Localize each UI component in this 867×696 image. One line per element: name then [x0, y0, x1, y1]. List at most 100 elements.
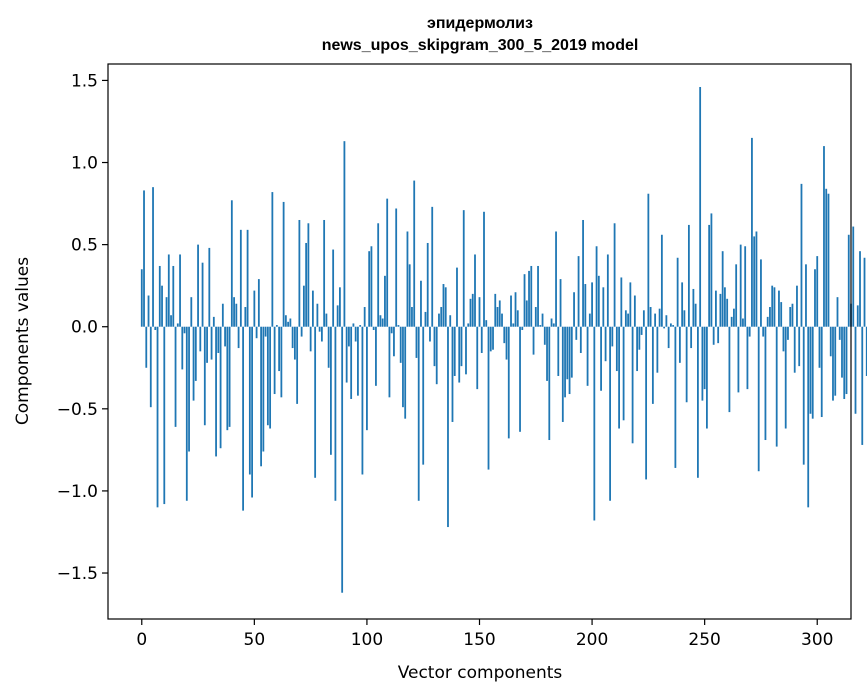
bar-262: [730, 316, 733, 327]
bar-179: [543, 326, 546, 345]
bar-123: [417, 326, 420, 501]
bar-119: [408, 264, 411, 327]
bar-303: [823, 146, 825, 327]
bar-214: [622, 326, 625, 421]
bar-205: [602, 287, 605, 327]
bar-101: [368, 251, 371, 327]
bar-132: [438, 313, 440, 327]
bar-225: [647, 193, 650, 327]
bar-306: [829, 326, 832, 357]
bar-199: [588, 313, 591, 327]
bar-62: [280, 326, 283, 398]
bar-50: [253, 290, 256, 327]
bar-49: [251, 326, 253, 498]
bar-321: [863, 257, 866, 327]
bar-2: [145, 326, 148, 368]
bar-241: [683, 310, 686, 327]
bar-248: [699, 86, 702, 327]
bar-9: [161, 285, 163, 327]
bar-108: [384, 275, 386, 327]
bar-271: [751, 137, 753, 327]
bar-72: [302, 285, 305, 327]
x-tick-label: 200: [576, 630, 608, 650]
bar-221: [638, 326, 641, 350]
bar-32: [212, 316, 215, 327]
chart-title: эпидермолиз: [427, 15, 533, 32]
bar-207: [606, 254, 609, 327]
bar-292: [798, 326, 801, 367]
bar-286: [784, 326, 787, 429]
y-tick-label: 1.0: [71, 154, 98, 174]
bar-153: [485, 320, 488, 327]
bar-65: [287, 321, 290, 327]
bar-167: [516, 310, 519, 327]
bar-247: [697, 326, 699, 478]
bar-274: [757, 326, 760, 472]
bar-254: [712, 326, 715, 345]
bar-24: [194, 326, 197, 381]
bar-66: [289, 318, 292, 327]
y-axis-label: Components values: [13, 257, 33, 425]
bar-144: [465, 326, 467, 375]
bar-206: [604, 326, 607, 362]
bar-55: [264, 326, 267, 337]
bar-196: [582, 219, 584, 327]
bar-103: [372, 326, 375, 330]
bar-217: [629, 282, 632, 327]
bar-143: [462, 210, 465, 327]
bar-109: [386, 198, 389, 327]
bar-130: [433, 326, 436, 367]
bar-137: [449, 315, 452, 327]
bar-79: [318, 326, 321, 332]
bar-192: [573, 292, 575, 327]
y-tick-label: 0.5: [71, 236, 98, 256]
bar-142: [460, 326, 463, 367]
bar-227: [651, 326, 654, 404]
bar-163: [507, 326, 510, 439]
bar-48: [248, 326, 251, 475]
bar-series: [140, 86, 867, 593]
bar-174: [532, 326, 535, 355]
bar-11: [165, 297, 168, 327]
bar-182: [550, 318, 553, 327]
bar-145: [467, 323, 470, 327]
bar-12: [167, 254, 170, 327]
bar-67: [291, 326, 294, 349]
bar-296: [807, 326, 810, 508]
bar-257: [719, 293, 722, 327]
bar-92: [348, 326, 350, 347]
bar-17: [179, 254, 181, 327]
bar-21: [188, 326, 190, 452]
plot-area-frame: [107, 63, 852, 620]
x-axis-ticks: 0 50 100 150 200 250 300: [136, 619, 833, 650]
bar-255: [715, 290, 717, 327]
x-tick-label: 300: [801, 630, 833, 650]
bar-116: [402, 326, 404, 408]
bar-23: [192, 326, 195, 401]
bar-304: [825, 188, 828, 327]
bar-75: [309, 326, 312, 352]
bar-166: [514, 292, 517, 327]
bar-293: [800, 183, 803, 327]
bar-82: [325, 313, 328, 327]
bar-187: [561, 326, 564, 422]
bar-77: [314, 326, 317, 478]
bar-172: [528, 270, 530, 327]
y-tick-label: 0.0: [71, 318, 98, 338]
bar-208: [609, 326, 611, 501]
bar-305: [827, 193, 830, 327]
bar-215: [624, 310, 627, 327]
bar-115: [399, 326, 402, 363]
bar-29: [206, 326, 208, 363]
bar-282: [775, 326, 778, 447]
bar-280: [771, 285, 774, 327]
bar-284: [780, 302, 783, 327]
bar-177: [539, 325, 542, 327]
bar-165: [512, 323, 515, 327]
bar-120: [411, 307, 413, 327]
bar-152: [483, 211, 485, 327]
bar-43: [237, 326, 240, 349]
bar-265: [737, 326, 740, 393]
bar-218: [631, 326, 634, 444]
